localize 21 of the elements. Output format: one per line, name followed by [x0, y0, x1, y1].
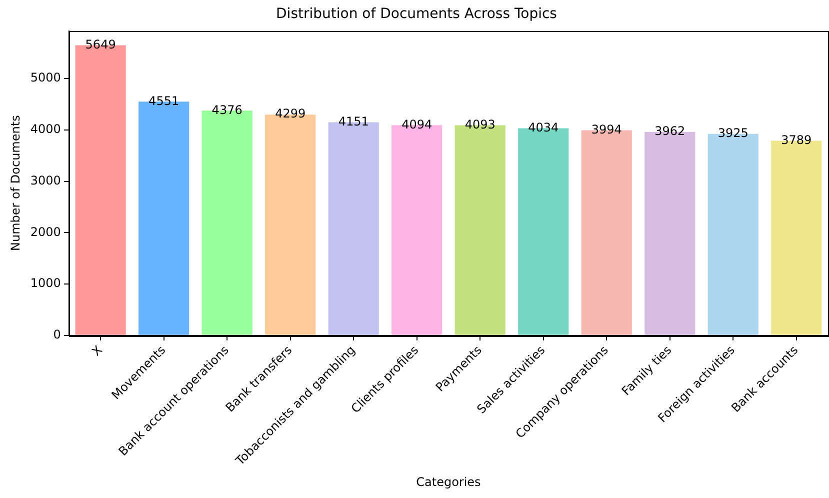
data-label: 3789	[781, 132, 812, 147]
y-axis-title: Number of Documents	[8, 115, 22, 252]
data-label: 5649	[85, 37, 116, 52]
y-tick-label: 1000	[30, 276, 61, 290]
x-tick-label: X	[89, 342, 105, 359]
y-tick-label: 5000	[30, 70, 61, 85]
x-axis-title: Categories	[416, 474, 481, 489]
y-tick-label: 0	[53, 328, 61, 342]
y-tick-label: 4000	[30, 122, 61, 136]
chart-title: Distribution of Documents Across Topics	[276, 6, 557, 22]
data-label: 4034	[528, 120, 559, 134]
y-tick-label: 3000	[30, 173, 61, 188]
data-label: 4151	[338, 114, 369, 128]
data-label: 4094	[402, 117, 432, 132]
data-label: 4299	[275, 106, 306, 121]
y-tick-label: 2000	[30, 224, 61, 239]
data-label: 4376	[212, 102, 242, 117]
data-label: 4093	[464, 117, 496, 132]
data-label: 3925	[718, 126, 748, 140]
data-label: 3962	[654, 124, 686, 138]
data-label: 3994	[591, 122, 622, 136]
